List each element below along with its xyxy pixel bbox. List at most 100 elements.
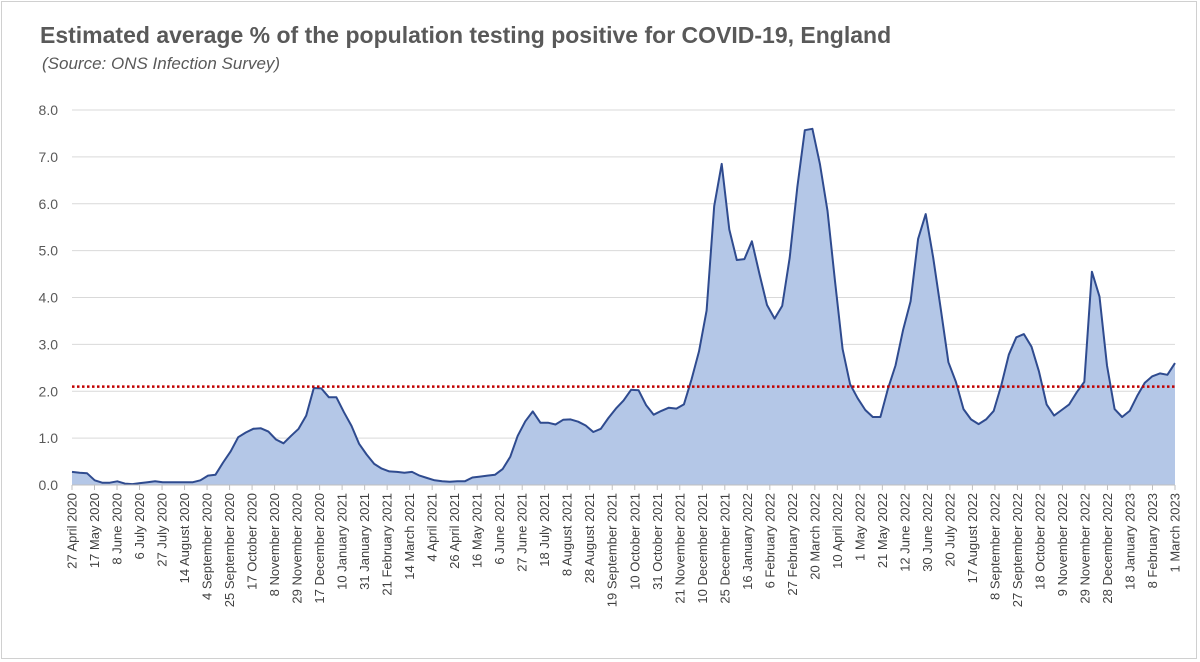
data-point xyxy=(585,424,587,426)
data-point xyxy=(297,428,299,430)
data-point xyxy=(449,481,451,483)
data-point xyxy=(887,388,889,390)
x-tick-label: 26 April 2021 xyxy=(447,493,462,569)
data-point xyxy=(539,422,541,424)
data-point xyxy=(396,471,398,473)
data-point xyxy=(207,474,209,476)
data-point xyxy=(849,383,851,385)
data-point xyxy=(86,472,88,474)
data-point xyxy=(343,411,345,413)
positivity-line xyxy=(71,127,1176,486)
data-point xyxy=(841,348,843,350)
x-tick-label: 27 April 2020 xyxy=(65,493,80,569)
y-tick-label: 1.0 xyxy=(39,430,59,446)
x-tick-label: 30 June 2022 xyxy=(920,493,935,572)
x-tick-label: 20 July 2022 xyxy=(942,493,957,567)
data-point xyxy=(501,468,503,470)
data-point xyxy=(569,418,571,420)
data-point xyxy=(1076,391,1078,393)
data-point xyxy=(962,408,964,410)
data-point xyxy=(101,482,103,484)
x-tick-label: 27 February 2022 xyxy=(785,493,800,596)
data-point xyxy=(524,420,526,422)
data-point xyxy=(864,409,866,411)
y-tick-label: 5.0 xyxy=(39,243,59,259)
x-tick-label: 31 January 2021 xyxy=(357,493,372,590)
data-point xyxy=(940,308,942,310)
data-point xyxy=(970,418,972,420)
x-tick-label: 10 April 2022 xyxy=(830,493,845,569)
data-point xyxy=(751,240,753,242)
data-point xyxy=(698,350,700,352)
data-point xyxy=(116,480,118,482)
data-point xyxy=(517,435,519,437)
data-point xyxy=(743,258,745,260)
x-tick-label: 9 November 2022 xyxy=(1055,493,1070,596)
data-point xyxy=(1023,333,1025,335)
data-point xyxy=(418,474,420,476)
data-point xyxy=(282,442,284,444)
data-point xyxy=(509,456,511,458)
data-point xyxy=(668,407,670,409)
data-point xyxy=(199,479,201,481)
data-point xyxy=(1159,372,1161,374)
data-point xyxy=(411,471,413,473)
data-point xyxy=(1121,416,1123,418)
data-point xyxy=(464,480,466,482)
data-point xyxy=(562,419,564,421)
data-point xyxy=(154,480,156,482)
data-point xyxy=(660,410,662,412)
data-point xyxy=(917,238,919,240)
data-point xyxy=(721,163,723,165)
data-point xyxy=(781,305,783,307)
data-point xyxy=(789,257,791,259)
x-tick-label: 8 February 2023 xyxy=(1145,493,1160,588)
x-tick-label: 17 May 2020 xyxy=(87,493,102,568)
data-point xyxy=(1083,381,1085,383)
data-point xyxy=(230,450,232,452)
data-point xyxy=(373,463,375,465)
x-tick-label: 17 August 2022 xyxy=(965,493,980,583)
data-point xyxy=(381,467,383,469)
y-tick-label: 7.0 xyxy=(39,149,59,165)
data-point xyxy=(471,476,473,478)
positivity-area xyxy=(72,128,1175,486)
x-tick-label: 27 July 2020 xyxy=(155,493,170,567)
x-tick-label: 28 December 2022 xyxy=(1100,493,1115,604)
data-point xyxy=(328,396,330,398)
data-point xyxy=(1098,295,1100,297)
y-tick-label: 8.0 xyxy=(39,102,59,118)
x-tick-label: 16 May 2021 xyxy=(470,493,485,568)
data-point xyxy=(441,480,443,482)
x-tick-label: 6 June 2021 xyxy=(492,493,507,565)
data-point xyxy=(857,397,859,399)
data-point xyxy=(532,410,534,412)
data-point xyxy=(1053,414,1055,416)
x-tick-label: 8 August 2021 xyxy=(560,493,575,576)
data-point xyxy=(109,482,111,484)
data-point xyxy=(879,416,881,418)
y-tick-label: 4.0 xyxy=(39,290,59,306)
data-point xyxy=(184,481,186,483)
x-tick-label: 12 June 2022 xyxy=(897,493,912,572)
gridlines xyxy=(72,109,1175,439)
data-point xyxy=(94,479,96,481)
data-point xyxy=(993,410,995,412)
x-tick-label: 14 March 2021 xyxy=(402,493,417,580)
data-point xyxy=(1129,410,1131,412)
data-point xyxy=(758,273,760,275)
data-point xyxy=(335,396,337,398)
data-point xyxy=(675,407,677,409)
x-tick-label: 4 April 2021 xyxy=(425,493,440,562)
chart-subtitle: (Source: ONS Infection Survey) xyxy=(42,54,281,73)
data-point xyxy=(1061,409,1063,411)
data-point xyxy=(554,423,556,425)
data-point xyxy=(1091,271,1093,273)
data-point xyxy=(653,414,655,416)
data-point xyxy=(1038,370,1040,372)
data-point xyxy=(1045,403,1047,405)
x-tick-label: 8 September 2022 xyxy=(987,493,1002,600)
x-axis: 27 April 2020 17 May 2020 8 June 2020 6 Jul… xyxy=(65,485,1183,607)
